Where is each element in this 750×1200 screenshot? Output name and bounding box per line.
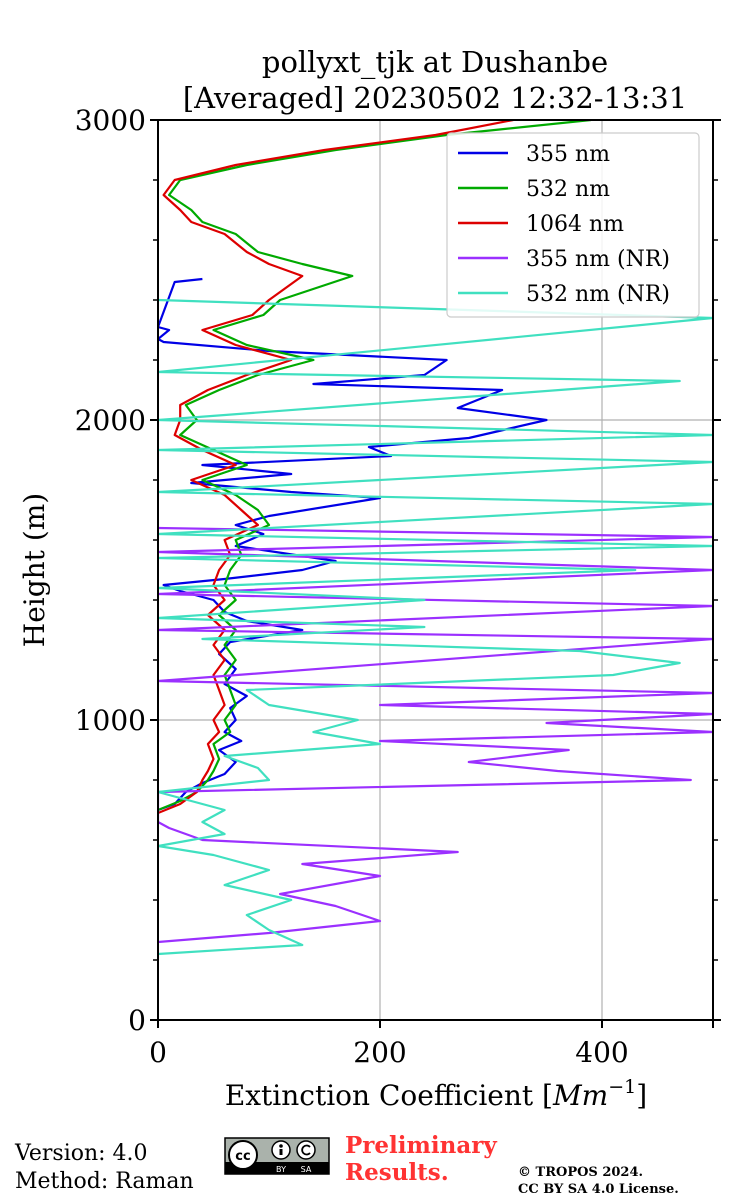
series-line-4: [158, 298, 713, 956]
series-line-3: [158, 526, 713, 944]
series-line-2: [158, 120, 514, 815]
cc-license-badge: cc BY SA: [224, 1137, 330, 1175]
legend-label-2: 1064 nm: [526, 212, 624, 237]
preliminary-line1: Preliminary: [345, 1132, 497, 1159]
cc-icon-text: cc: [235, 1149, 250, 1164]
series-line-0: [158, 277, 548, 812]
x-axis-label-end: ]: [636, 1079, 647, 1112]
x-axis-label-exponent: −1: [608, 1076, 636, 1098]
sa-icon: [296, 1140, 316, 1160]
y-tick-label: 3000: [75, 104, 146, 137]
sa-label: SA: [301, 1165, 312, 1174]
plot-frame: [157, 119, 714, 1021]
preliminary-line2: Results.: [345, 1159, 449, 1186]
version-text: Version: 4.0: [14, 1141, 148, 1166]
chart-title-line2: [Averaged] 20230502 12:32-13:31: [183, 81, 687, 115]
legend-label-1: 532 nm: [526, 177, 610, 202]
x-axis-label-unit: Mm: [552, 1079, 608, 1112]
legend-box: [446, 132, 700, 318]
x-tick-label: 400: [575, 1036, 628, 1069]
x-axis-label-text: Extinction Coefficient [: [225, 1079, 553, 1112]
legend-label-0: 355 nm: [526, 142, 610, 167]
copyright-line1: © TROPOS 2024.: [518, 1165, 643, 1180]
legend-label-3: 355 nm (NR): [526, 247, 670, 272]
legend: 355 nm 532 nm 1064 nm 355 nm (NR) 532 nm (NR…: [446, 132, 700, 318]
by-label: BY: [276, 1165, 286, 1174]
series-group: [158, 120, 713, 956]
x-tick-label: 0: [149, 1036, 167, 1069]
y-tick-label: 1000: [75, 704, 146, 737]
series-line-1: [158, 120, 592, 812]
copyright-line2: CC BY SA 4.0 License.: [518, 1182, 679, 1197]
y-tick-label: 0: [128, 1004, 146, 1037]
legend-label-4: 532 nm (NR): [526, 282, 670, 307]
x-axis-label: Extinction Coefficient [Mm−1]: [225, 1076, 647, 1112]
chart-title-line1: pollyxt_tjk at Dushanbe: [262, 45, 608, 80]
y-axis-label: Height (m): [18, 493, 51, 647]
cc-icon: [228, 1140, 258, 1170]
axis-ticks: 0 200 400 0 1000 2000 3000: [75, 104, 721, 1069]
method-text: Method: Raman: [15, 1169, 194, 1194]
y-tick-label: 2000: [75, 404, 146, 437]
x-tick-label: 200: [353, 1036, 406, 1069]
